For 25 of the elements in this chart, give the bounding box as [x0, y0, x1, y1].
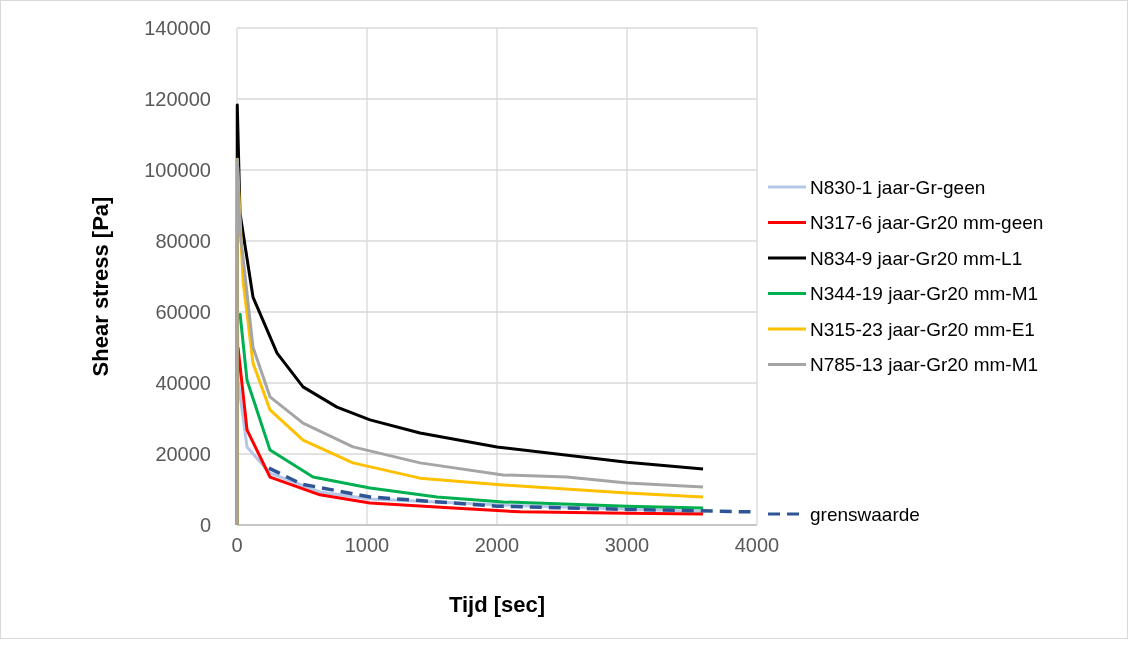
x-axis-title: Tijd [sec] [448, 592, 546, 617]
legend-label: N834-9 jaar-Gr20 mm-L1 [810, 247, 1023, 269]
y-tick-label: 40000 [155, 372, 211, 394]
legend-label: N344-19 jaar-Gr20 mm-M1 [810, 283, 1039, 305]
legend-label: N785-13 jaar-Gr20 mm-M1 [810, 354, 1039, 376]
legend-label: N317-6 jaar-Gr20 mm-geen [810, 212, 1044, 234]
legend-label: N315-23 jaar-Gr20 mm-E1 [810, 318, 1035, 340]
y-axis-title: Shear stress [Pa] [88, 196, 113, 377]
x-tick-label: 0 [231, 534, 243, 556]
y-tick-label: 100000 [144, 159, 211, 181]
x-tick-label: 2000 [474, 534, 520, 556]
x-tick-label: 4000 [734, 534, 780, 556]
x-tick-label: 1000 [344, 534, 390, 556]
line-series [236, 346, 705, 516]
y-tick-label: 120000 [144, 88, 211, 110]
y-tick-label: 80000 [155, 230, 211, 252]
y-tick-label: 20000 [155, 443, 211, 465]
y-tick-label: 60000 [155, 301, 211, 323]
line-series [238, 311, 705, 510]
y-tick-label: 140000 [144, 17, 211, 39]
legend-label: N830-1 jaar-Gr-geen [810, 176, 986, 198]
y-tick-label: 0 [199, 514, 211, 536]
x-tick-label: 3000 [604, 534, 650, 556]
legend-label: grenswaarde [810, 503, 920, 525]
line-series [267, 466, 753, 514]
